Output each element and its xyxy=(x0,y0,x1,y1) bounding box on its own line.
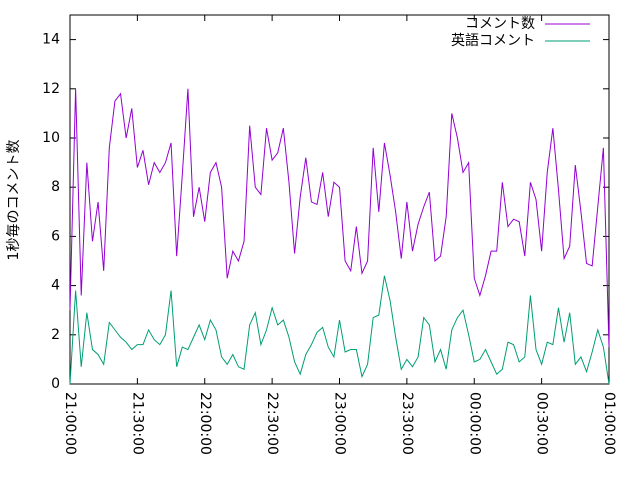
x-tick-label: 23:00:00 xyxy=(332,392,348,455)
y-axis-label: 1秒毎のコメント数 xyxy=(6,140,22,261)
x-tick-label: 21:00:00 xyxy=(62,392,78,455)
series-line xyxy=(69,88,610,348)
x-tick-label: 23:30:00 xyxy=(399,392,415,455)
y-tick-label: 8 xyxy=(51,179,60,195)
y-tick-label: 2 xyxy=(51,327,60,343)
x-tick-label: 01:00:00 xyxy=(601,392,617,455)
x-tick-label: 00:30:00 xyxy=(534,392,550,455)
series-line xyxy=(69,275,610,385)
x-tick-label: 22:30:00 xyxy=(264,392,280,455)
x-tick-label: 21:30:00 xyxy=(129,392,145,455)
legend-label: 英語コメント xyxy=(451,32,535,49)
plot-frame xyxy=(69,14,610,385)
legend-label: コメント数 xyxy=(465,16,535,32)
x-tick-label: 00:00:00 xyxy=(466,392,482,455)
y-tick-label: 14 xyxy=(42,32,60,48)
y-tick-label: 6 xyxy=(51,228,60,244)
y-tick-label: 12 xyxy=(42,81,60,97)
y-tick-label: 4 xyxy=(51,278,60,294)
x-tick-label: 22:00:00 xyxy=(197,392,213,455)
y-tick-label: 10 xyxy=(42,130,60,146)
y-tick-label: 0 xyxy=(51,376,60,392)
